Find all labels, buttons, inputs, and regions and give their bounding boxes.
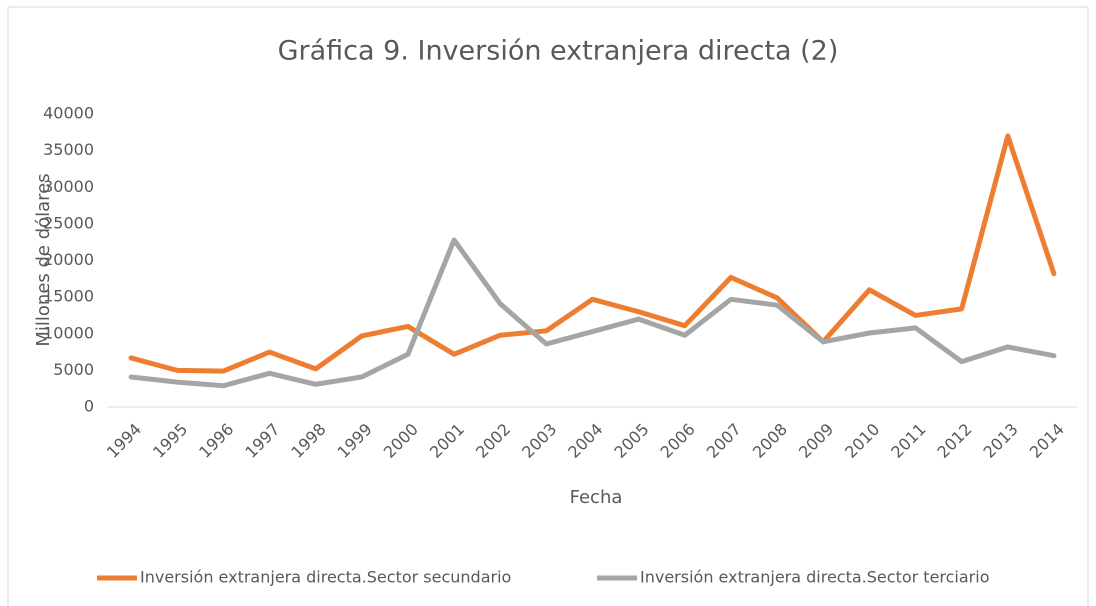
y-axis-title: Millones de dólares [33,173,54,346]
y-tick-label: 5000 [53,360,94,379]
x-axis-title: Fecha [570,487,623,508]
chart-title: Gráfica 9. Inversión extranjera directa … [278,36,839,67]
y-tick-label: 10000 [43,323,94,342]
line-series [128,133,1057,374]
line-series [128,237,1057,389]
y-tick-label: 15000 [43,287,94,306]
y-tick-label: 20000 [43,250,94,269]
y-tick-label: 0 [84,397,94,416]
legend-label: Inversión extranjera directa.Sector secu… [140,568,511,587]
chart-border [7,6,1089,606]
legend-label: Inversión extranjera directa.Sector terc… [640,568,990,587]
y-tick-label: 30000 [43,177,94,196]
y-tick-label: 25000 [43,213,94,232]
y-tick-label: 40000 [43,104,94,123]
y-tick-label: 35000 [43,140,94,159]
